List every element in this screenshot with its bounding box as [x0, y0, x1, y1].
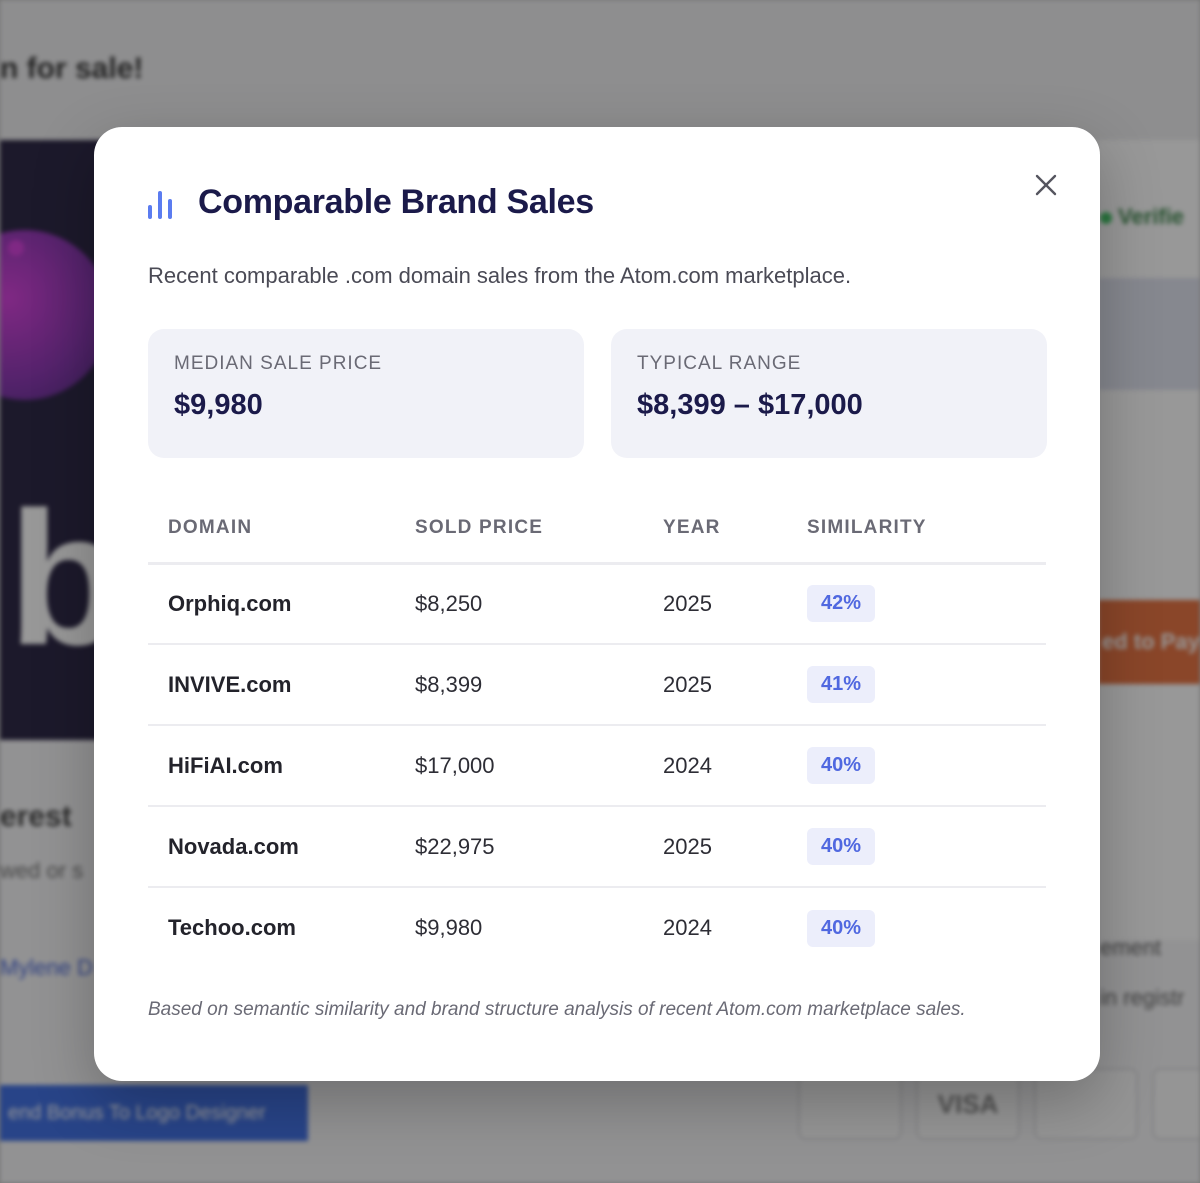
- interest-subtext: wed or s: [0, 858, 84, 883]
- logo-dot: [8, 240, 24, 256]
- typical-range-label: TYPICAL RANGE: [637, 353, 802, 374]
- typical-range-card: TYPICAL RANGE $8,399 – $17,000: [611, 329, 1047, 458]
- proceed-to-pay-button[interactable]: ed to Pay: [1098, 600, 1200, 684]
- similarity-cell: 40%: [807, 725, 1046, 807]
- year-cell: 2025: [663, 806, 807, 888]
- table-row: Orphiq.com $8,250 2025 42%: [148, 563, 1046, 645]
- similarity-badge: 41%: [807, 666, 876, 703]
- domain-cell: Orphiq.com: [148, 563, 415, 645]
- bar-chart-icon: [148, 187, 176, 219]
- typical-range-value: $8,399 – $17,000: [637, 389, 863, 421]
- median-price-value: $9,980: [174, 389, 263, 421]
- comparable-sales-modal: Comparable Brand Sales Recent comparable…: [94, 127, 1100, 1081]
- sales-table: DOMAIN SOLD PRICE YEAR SIMILARITY Orphiq…: [148, 495, 1046, 968]
- close-icon: [1035, 174, 1057, 196]
- purchase-card: [1098, 140, 1200, 940]
- similarity-cell: 41%: [807, 644, 1046, 726]
- price-cell: $8,399: [415, 644, 663, 726]
- verified-badge: Verifie: [1100, 204, 1184, 230]
- designer-name-link[interactable]: Mylene D: [0, 955, 93, 980]
- median-price-card: MEDIAN SALE PRICE $9,980: [148, 329, 584, 458]
- registration-info-text: in registr: [1100, 985, 1185, 1010]
- year-cell: 2024: [663, 915, 712, 940]
- header-similarity: SIMILARITY: [807, 495, 1046, 565]
- table-row: HiFiAI.com $17,000 2024 40%: [148, 725, 1046, 807]
- close-button[interactable]: [1028, 167, 1064, 203]
- similarity-badge: 40%: [807, 828, 876, 865]
- table-row: Techoo.com $9,980 2024 40%: [148, 887, 1046, 968]
- header-domain: DOMAIN: [148, 495, 415, 565]
- domain-cell: Techoo.com: [168, 915, 296, 940]
- similarity-cell: 40%: [807, 806, 1046, 888]
- header-year: YEAR: [663, 495, 807, 565]
- similarity-badge: 40%: [807, 747, 876, 784]
- similarity-badge: 40%: [807, 909, 876, 947]
- median-price-label: MEDIAN SALE PRICE: [174, 353, 383, 374]
- price-cell: $8,250: [415, 563, 663, 645]
- price-band: [1098, 278, 1200, 390]
- domain-cell: Novada.com: [148, 806, 415, 888]
- domain-cell: INVIVE.com: [148, 644, 415, 726]
- table-row: INVIVE.com $8,399 2025 41%: [148, 644, 1046, 726]
- modal-title: Comparable Brand Sales: [198, 183, 594, 221]
- price-cell: $22,975: [415, 806, 663, 888]
- payment-info-text: ement: [1100, 935, 1162, 960]
- modal-subtitle: Recent comparable .com domain sales from…: [148, 263, 852, 288]
- year-cell: 2025: [663, 644, 807, 726]
- price-cell: $9,980: [415, 915, 483, 940]
- header-sold-price: SOLD PRICE: [415, 495, 663, 565]
- similarity-cell: 40%: [807, 887, 1046, 968]
- year-cell: 2025: [663, 563, 807, 645]
- footnote: Based on semantic similarity and brand s…: [148, 999, 966, 1020]
- interest-heading: erest: [0, 800, 72, 833]
- send-bonus-button[interactable]: end Bonus To Logo Designer: [0, 1085, 308, 1141]
- table-header-row: DOMAIN SOLD PRICE YEAR SIMILARITY: [148, 495, 1046, 565]
- price-cell: $17,000: [415, 725, 663, 807]
- domain-cell: HiFiAI.com: [148, 725, 415, 807]
- similarity-badge: 42%: [807, 585, 876, 623]
- table-row: Novada.com $22,975 2025 40%: [148, 806, 1046, 888]
- background-heading: n for sale!: [0, 52, 144, 85]
- year-cell: 2024: [663, 725, 807, 807]
- summary-stats: MEDIAN SALE PRICE $9,980 TYPICAL RANGE $…: [148, 329, 1047, 458]
- card-icon: [1152, 1068, 1200, 1140]
- modal-header: Comparable Brand Sales: [148, 183, 594, 222]
- background-topbar: [0, 0, 1200, 140]
- similarity-cell: 42%: [807, 563, 1046, 645]
